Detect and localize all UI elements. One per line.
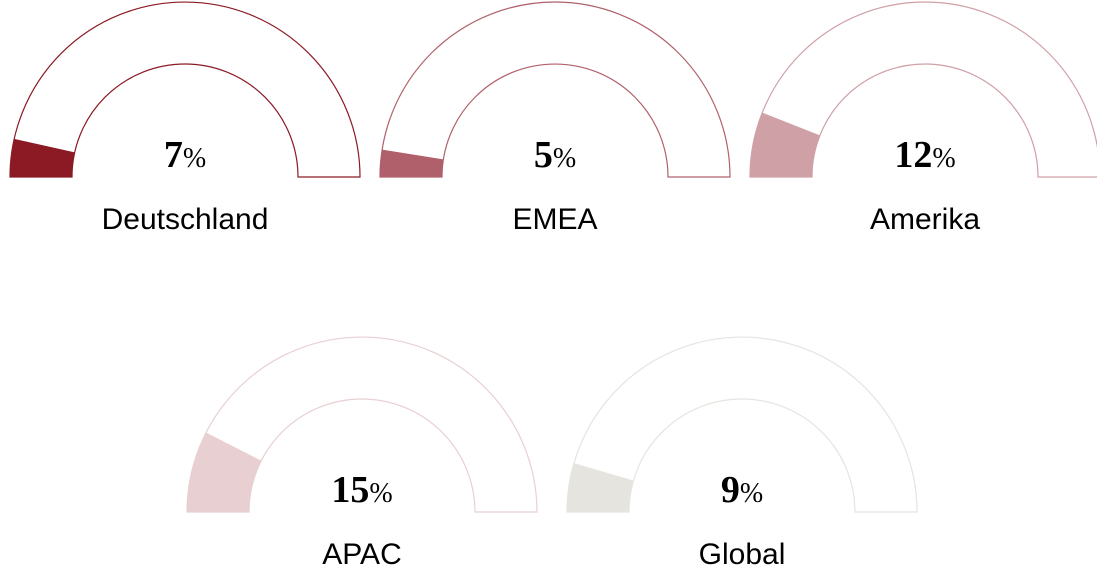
gauge: 9% Global — [566, 336, 918, 570]
gauge-track — [379, 1, 731, 178]
value-unit: % — [553, 143, 576, 174]
value-unit: % — [183, 143, 206, 174]
gauge: 5% EMEA — [379, 1, 731, 236]
gauge-value: 9% — [721, 469, 763, 511]
value-number: 9 — [721, 469, 740, 511]
gauge: 15% APAC — [186, 336, 538, 570]
gauge-value: 7% — [164, 134, 206, 176]
value-number: 5 — [534, 134, 553, 176]
value-number: 12 — [894, 134, 932, 176]
gauge-label: Amerika — [870, 203, 980, 236]
value-number: 15 — [331, 469, 369, 511]
gauge-label: Deutschland — [102, 203, 269, 236]
gauge-fill — [187, 432, 262, 512]
gauge-fill — [10, 138, 75, 177]
value-number: 7 — [164, 134, 183, 176]
gauge-label: APAC — [322, 538, 401, 570]
gauge-value: 12% — [894, 134, 955, 176]
value-unit: % — [369, 478, 392, 509]
gauge-track — [749, 1, 1097, 178]
value-unit: % — [932, 143, 955, 174]
gauge-fill — [567, 463, 634, 512]
value-unit: % — [740, 478, 763, 509]
gauge-track — [186, 336, 538, 513]
gauge-label: Global — [699, 538, 786, 570]
gauge-value: 15% — [331, 469, 392, 511]
gauge-label: EMEA — [512, 203, 597, 236]
gauge: 7% Deutschland — [9, 1, 361, 236]
gauge-track — [566, 336, 918, 513]
gauge-fill — [750, 112, 820, 177]
gauge-value: 5% — [534, 134, 576, 176]
gauge-fill — [380, 149, 444, 177]
gauge-track — [9, 1, 361, 178]
gauge: 12% Amerika — [749, 1, 1097, 236]
